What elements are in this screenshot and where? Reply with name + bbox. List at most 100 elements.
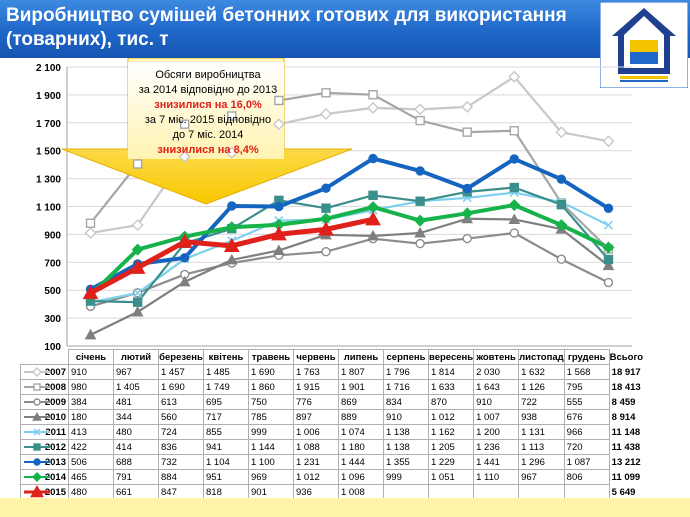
table-cell: 724 <box>158 424 204 440</box>
table-cell: 1 643 <box>473 379 520 395</box>
table-cell: 884 <box>158 469 204 485</box>
table-cell: 938 <box>518 409 565 425</box>
x-tick-label: березень <box>158 349 204 365</box>
table-row: 2007 910 967 1 457 1 485 1 690 1 763 1 807 1 796… <box>20 364 663 380</box>
table-cell: 855 <box>203 424 249 440</box>
table-row: 2014 465 791 884 951 969 1 012 1 096 999 1 051 1 1… <box>20 469 663 485</box>
data-point-2013 <box>556 174 567 184</box>
data-point-2010 <box>508 213 521 224</box>
data-point-2011 <box>603 220 614 230</box>
table-cell: 1 007 <box>473 409 520 425</box>
data-point-2010 <box>367 229 379 241</box>
legend-point-2012 <box>33 443 41 451</box>
table-cell: 1 126 <box>518 379 565 395</box>
table-cell: 1 074 <box>338 424 384 440</box>
data-point-2015 <box>223 237 240 252</box>
table-cell: 722 <box>518 394 565 410</box>
callout-highlight: знизилися на 16,0% <box>154 99 262 111</box>
table-cell: 1 405 <box>113 379 159 395</box>
y-tick-label: 700 <box>44 258 61 269</box>
table-cell: 506 <box>68 454 114 470</box>
table-cell: 560 <box>158 409 204 425</box>
table-cell: 1 113 <box>518 439 565 455</box>
x-tick-label: серпень <box>383 349 429 365</box>
total-cell: 18 413 <box>611 381 641 393</box>
legend-entry: 2007 <box>20 364 69 380</box>
data-point-2007 <box>508 70 521 83</box>
table-cell: 1 131 <box>518 424 565 440</box>
legend-point-2013 <box>33 458 41 466</box>
table-cell: 910 <box>68 364 114 380</box>
table-cell: 1 051 <box>427 469 475 485</box>
y-tick-label: 1 300 <box>36 175 61 186</box>
legend-label: 2010 <box>44 411 66 423</box>
legend-point-2014 <box>32 472 42 482</box>
y-tick-label: 2 100 <box>36 63 61 74</box>
total-header: Всього <box>609 351 644 363</box>
data-point-2007 <box>272 118 285 131</box>
table-cell: 1 012 <box>427 409 475 425</box>
table-cell: 951 <box>203 469 249 485</box>
table-row: 2009 384 481 613 695 750 776 869 834 870 910 722 555… <box>20 394 663 410</box>
legend-label: 2013 <box>44 456 66 468</box>
data-point-2015 <box>129 259 146 274</box>
x-tick-label: листопад <box>518 349 565 365</box>
data-point-2010 <box>178 275 191 287</box>
data-point-2013 <box>603 203 614 214</box>
legend-label: 2014 <box>44 471 66 483</box>
legend-entry: 2008 <box>20 379 69 395</box>
series-markers-2007 <box>84 70 615 239</box>
table-cell: 1 568 <box>563 364 610 380</box>
data-point-2007 <box>84 227 97 239</box>
table-cell: 465 <box>68 469 114 485</box>
legend-marker-icon <box>24 367 50 377</box>
data-point-2012 <box>509 182 519 193</box>
data-point-2009 <box>321 246 331 257</box>
table-cell: 1 162 <box>427 424 475 440</box>
data-point-2014 <box>602 241 615 254</box>
data-point-2009 <box>415 238 425 249</box>
callout-line: Обсяги виробництва <box>155 69 261 81</box>
data-point-2013 <box>415 166 425 176</box>
data-point-2008 <box>85 218 96 228</box>
table-cell: 999 <box>383 469 429 485</box>
table-cell: 806 <box>563 469 610 485</box>
table-row: 2008 980 1 405 1 690 1 749 1 860 1 915 1 901 1 7… <box>20 379 663 395</box>
data-point-2012 <box>321 203 331 213</box>
legend-marker-icon <box>24 428 50 436</box>
table-cell: 966 <box>563 424 610 440</box>
table-cell: 1 088 <box>293 439 339 455</box>
data-point-2007 <box>225 146 238 159</box>
legend-entry: 2013 <box>20 454 69 470</box>
table-cell: 1 444 <box>338 454 384 470</box>
table-cell: 1 690 <box>158 379 204 395</box>
house-logo-icon <box>600 2 688 88</box>
callout-line: за 7 міс. 2015 відповідно <box>144 114 272 126</box>
legend-label: 2011 <box>45 426 66 438</box>
callout-line: до 7 міс. 2014 <box>172 129 244 141</box>
page-title: Виробництво сумішей бетонних готових для… <box>6 5 567 50</box>
data-point-2008 <box>132 159 143 169</box>
series-line-2009 <box>90 231 609 308</box>
data-point-2008 <box>415 115 425 126</box>
table-cell: 676 <box>563 409 610 425</box>
legend-label: 2015 <box>44 486 66 498</box>
legend-entry: 2015 <box>20 484 69 500</box>
table-cell: 869 <box>338 394 384 410</box>
x-tick-label: вересень <box>427 349 475 365</box>
table-cell: 1 860 <box>248 379 294 395</box>
table-cell: 1 180 <box>338 439 384 455</box>
data-point-2015 <box>82 284 99 300</box>
data-point-2014 <box>225 221 238 234</box>
table-cell: 1 087 <box>563 454 610 470</box>
data-point-2008 <box>462 127 472 137</box>
legend-label: 2007 <box>44 366 66 378</box>
table-cell: 834 <box>383 394 429 410</box>
data-point-2014 <box>131 243 144 256</box>
table-cell: 836 <box>158 439 204 455</box>
table-row: 2013 506 688 732 1 104 1 100 1 231 1 444 1 355 1 … <box>20 454 663 470</box>
x-tick-label: грудень <box>563 349 610 365</box>
data-point-2008 <box>227 111 237 121</box>
callout-text: Обсяги виробництва за 2014 відповідно до… <box>132 68 284 158</box>
series-markers-2010 <box>84 212 615 340</box>
